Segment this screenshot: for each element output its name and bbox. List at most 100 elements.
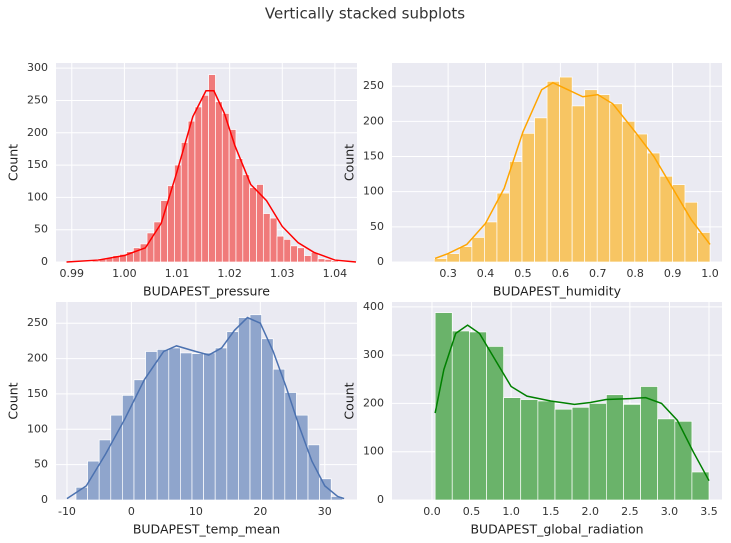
y-tick-label: 200: [363, 114, 384, 127]
y-tick-label: 200: [27, 126, 48, 139]
y-tick-label: 150: [363, 150, 384, 163]
y-tick-label: 100: [363, 445, 384, 458]
histogram-bar: [145, 351, 158, 501]
y-tick-label: 0: [41, 493, 48, 506]
histogram-bar: [521, 132, 535, 263]
x-axis-label: BUDAPEST_global_radiation: [470, 522, 643, 537]
histogram-bar: [284, 392, 297, 501]
histogram-bar: [156, 349, 170, 501]
histogram-bar: [262, 213, 271, 263]
y-tick-label: 100: [27, 190, 48, 203]
figure-title: Vertically stacked subplots: [265, 5, 465, 23]
histogram-bar: [153, 221, 162, 263]
x-tick-label: 3.5: [700, 505, 718, 518]
histogram-bar: [304, 255, 312, 263]
y-tick-label: 250: [27, 93, 48, 106]
x-tick-label: 0.0: [423, 505, 441, 518]
histogram-bar: [684, 201, 698, 263]
histogram-bar: [559, 76, 573, 263]
x-axis-label: BUDAPEST_temp_mean: [133, 522, 280, 537]
y-tick-label: 50: [34, 223, 48, 236]
y-tick-label: 50: [370, 220, 384, 233]
x-tick-label: 10: [189, 505, 203, 518]
histogram-bar: [276, 235, 285, 263]
histogram-bar: [235, 158, 244, 263]
y-tick-label: 50: [34, 458, 48, 471]
histogram-bar: [554, 408, 573, 501]
x-axis-label: BUDAPEST_humidity: [493, 284, 622, 299]
y-tick-label: 400: [363, 300, 384, 313]
x-tick-label: 3.0: [661, 505, 679, 518]
histogram-bar: [496, 192, 510, 263]
histogram-bar: [520, 399, 539, 501]
histogram-bar: [226, 331, 239, 501]
histogram-bar: [458, 246, 473, 263]
kde-line: [66, 90, 357, 263]
histogram-bar: [261, 338, 274, 501]
histogram-bar: [269, 217, 278, 263]
histogram-bar: [238, 317, 251, 501]
histogram-bar: [537, 400, 556, 501]
x-tick-label: 20: [253, 505, 267, 518]
histogram-bar: [647, 152, 661, 263]
histogram-bar: [160, 200, 168, 263]
y-axis-label: Count: [342, 382, 357, 419]
histogram-bar: [534, 117, 548, 263]
histogram-bar: [249, 187, 257, 263]
histogram-bar: [317, 258, 326, 263]
x-tick-label: 0.5: [463, 505, 481, 518]
histogram-bar: [640, 386, 658, 501]
y-tick-label: 0: [41, 255, 48, 268]
x-tick-label: 0.99: [60, 267, 85, 280]
x-tick-label: 0.6: [552, 267, 570, 280]
x-tick-label: 1.01: [165, 267, 190, 280]
y-tick-label: 300: [27, 61, 48, 74]
histogram-bar: [242, 174, 251, 263]
histogram-bar: [657, 418, 676, 501]
histogram-bar: [546, 80, 560, 263]
x-tick-label: 0.8: [626, 267, 644, 280]
histogram-bar: [659, 175, 673, 263]
histogram-bar: [606, 394, 624, 501]
histogram-bar: [180, 142, 189, 263]
histogram-bar: [214, 347, 228, 501]
histogram-bar: [596, 94, 611, 263]
x-tick-label: 0.5: [514, 267, 532, 280]
histogram-bar: [228, 129, 237, 263]
y-tick-label: 250: [363, 79, 384, 92]
y-tick-label: 100: [27, 422, 48, 435]
y-tick-label: 200: [27, 352, 48, 365]
y-tick-label: 150: [27, 158, 48, 171]
histogram-bar: [319, 478, 332, 501]
x-tick-label: 2.0: [582, 505, 600, 518]
x-tick-label: 1.04: [323, 267, 348, 280]
x-axis-label: BUDAPEST_pressure: [143, 284, 270, 299]
y-tick-label: 150: [27, 387, 48, 400]
x-tick-label: 0.4: [477, 267, 495, 280]
histogram-bar: [203, 352, 216, 501]
x-tick-label: -10: [58, 505, 76, 518]
histogram-bar: [433, 258, 448, 263]
histogram-bar: [484, 221, 498, 263]
x-tick-label: 1.03: [270, 267, 295, 280]
histogram-bar: [201, 94, 209, 263]
histogram-bar: [571, 105, 586, 263]
histogram-bar: [503, 397, 522, 501]
histogram-bar: [621, 121, 636, 263]
histogram-bar: [191, 353, 204, 501]
x-tick-label: 2.5: [621, 505, 639, 518]
y-tick-label: 200: [363, 396, 384, 409]
x-tick-label: 0.7: [589, 267, 607, 280]
x-tick-label: 0.9: [664, 267, 682, 280]
x-tick-label: 1.0: [502, 505, 520, 518]
histogram-bar: [469, 331, 487, 501]
histogram-bar: [180, 352, 193, 501]
y-tick-label: 300: [363, 348, 384, 361]
histogram-bar: [471, 237, 485, 263]
histogram-bar: [283, 239, 292, 263]
histogram-bar: [194, 106, 203, 263]
histogram-bar: [297, 247, 305, 263]
histogram-bar: [672, 184, 686, 263]
x-tick-label: 1.0: [701, 267, 719, 280]
